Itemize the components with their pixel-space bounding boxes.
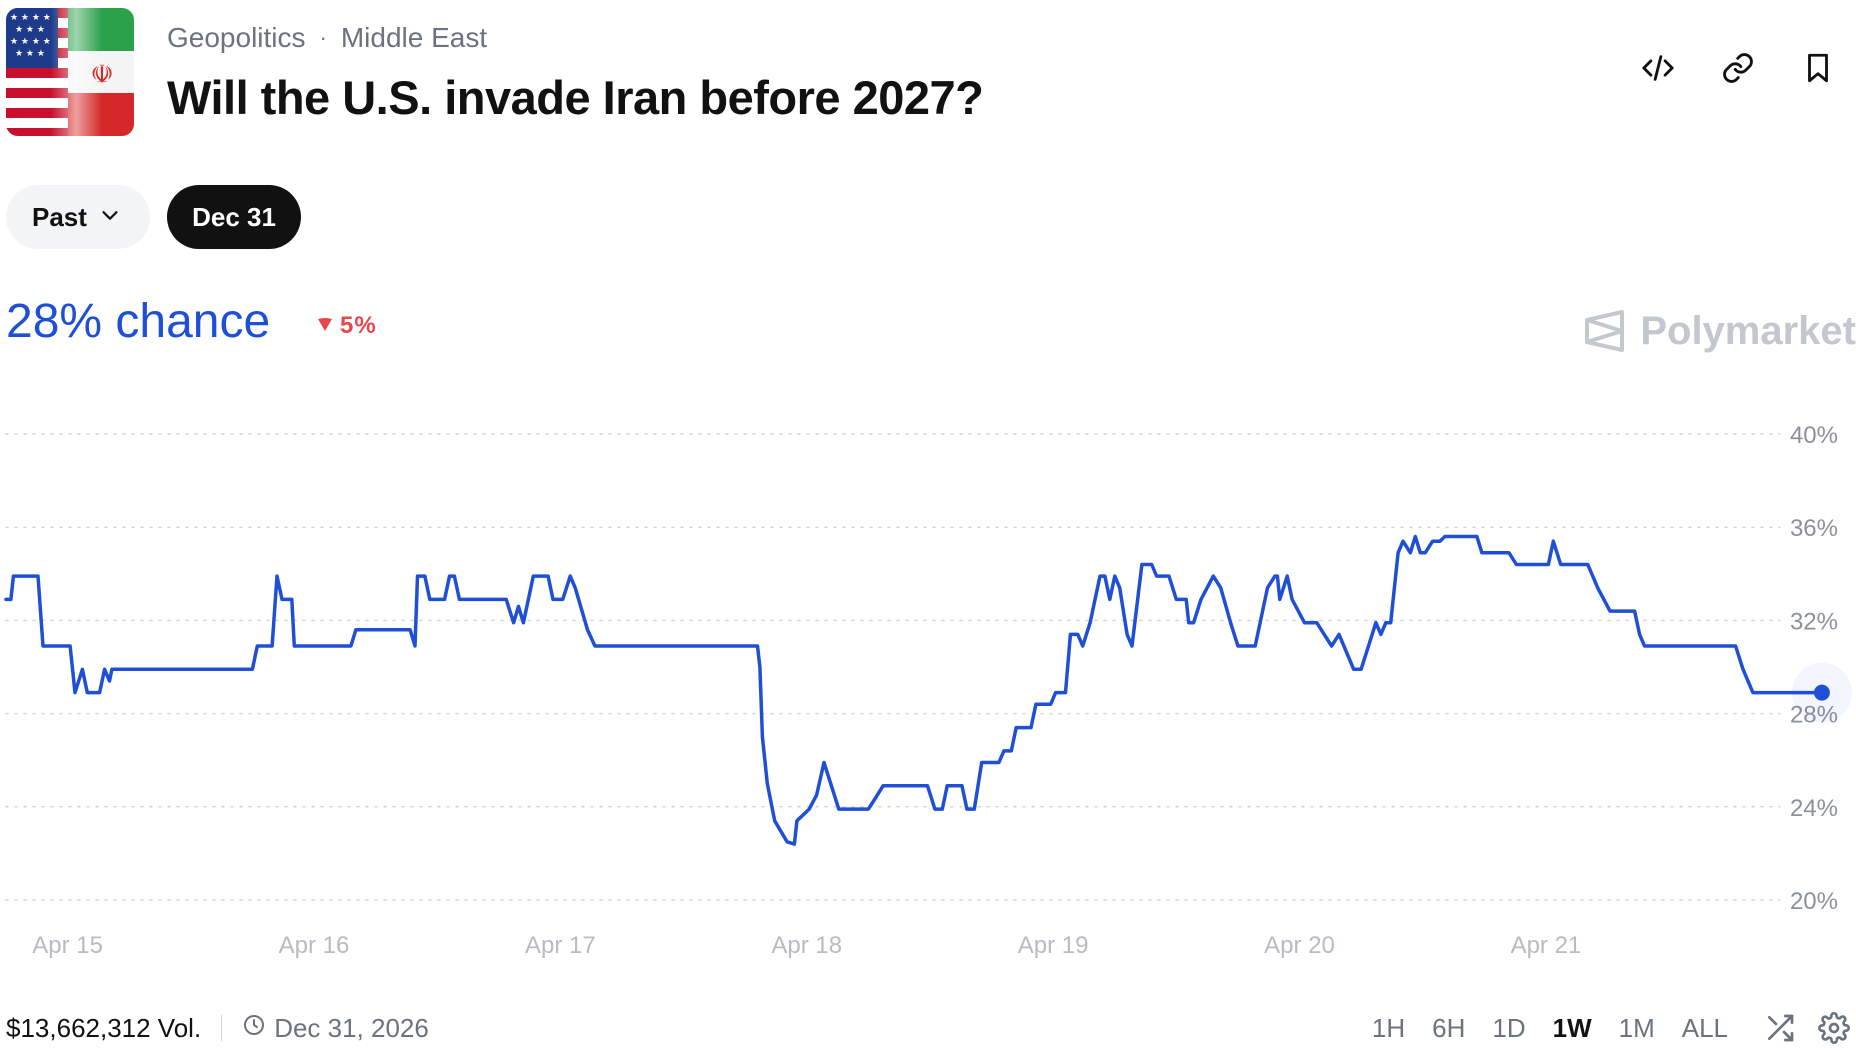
range-1w[interactable]: 1W xyxy=(1552,1012,1592,1043)
x-tick-label: Apr 20 xyxy=(1264,932,1335,959)
page-title: Will the U.S. invade Iran before 2027? xyxy=(167,71,984,124)
y-tick-label: 20% xyxy=(1790,888,1838,915)
end-point xyxy=(1813,684,1830,701)
footer-divider xyxy=(221,1015,223,1041)
category-link[interactable]: Geopolitics xyxy=(167,22,306,53)
down-triangle-icon xyxy=(316,312,334,340)
header-actions xyxy=(1640,50,1836,86)
range-6h[interactable]: 6H xyxy=(1432,1012,1466,1043)
date-tab-label: Dec 31 xyxy=(192,201,276,232)
link-icon[interactable] xyxy=(1720,50,1756,86)
shuffle-icon[interactable] xyxy=(1764,1012,1796,1044)
y-tick-label: 28% xyxy=(1790,702,1838,729)
end-date: Dec 31, 2026 xyxy=(242,1013,429,1044)
embed-code-icon[interactable] xyxy=(1640,50,1676,86)
x-tick-label: Apr 16 xyxy=(279,932,350,959)
range-1h[interactable]: 1H xyxy=(1371,1012,1406,1043)
x-tick-label: Apr 19 xyxy=(1018,932,1089,959)
subcategory-link[interactable]: Middle East xyxy=(340,22,488,53)
brand-name: Polymarket xyxy=(1640,308,1856,353)
breadcrumb: Geopolitics · Middle East xyxy=(167,22,487,54)
clock-icon xyxy=(242,1013,266,1044)
y-tick-label: 24% xyxy=(1790,795,1838,822)
past-dropdown-label: Past xyxy=(32,201,87,232)
change-value: 5% xyxy=(340,312,377,339)
y-tick-label: 32% xyxy=(1790,608,1838,635)
svg-text:☫: ☫ xyxy=(90,60,113,90)
x-tick-label: Apr 17 xyxy=(525,932,596,959)
volume-text: $13,662,312 Vol. xyxy=(6,1012,202,1043)
date-tab-dec-31[interactable]: Dec 31 xyxy=(167,185,301,249)
y-tick-label: 40% xyxy=(1790,422,1838,449)
end-date-text: Dec 31, 2026 xyxy=(274,1012,429,1043)
price-chart[interactable]: 40% 36% 32% 28% 24% 20% Apr 15 Apr 16 Apr 17 Apr … xyxy=(0,400,1856,970)
x-tick-label: Apr 15 xyxy=(32,932,103,959)
footer-bar: $13,662,312 Vol. Dec 31, 2026 1H 6H 1D 1W 1M… xyxy=(6,1006,1850,1050)
chevron-down-icon xyxy=(99,202,121,233)
settings-gear-icon[interactable] xyxy=(1818,1012,1850,1044)
change-indicator: 5% xyxy=(316,312,377,340)
breadcrumb-separator: · xyxy=(319,25,327,50)
range-1d[interactable]: 1D xyxy=(1492,1012,1526,1043)
x-tick-label: Apr 21 xyxy=(1511,932,1582,959)
range-1m[interactable]: 1M xyxy=(1618,1012,1655,1043)
y-tick-label: 36% xyxy=(1790,515,1838,542)
time-range-selector: 1H 6H 1D 1W 1M ALL xyxy=(1372,1013,1728,1044)
us-iran-flag-icon: ★ ★ ★ ★ ★ ★ ★ ★ ★ ★ ★ ★ ★ ★ ☫ xyxy=(6,8,134,136)
x-tick-label: Apr 18 xyxy=(771,932,842,959)
range-all[interactable]: ALL xyxy=(1681,1012,1728,1043)
chance-value: 28% chance xyxy=(6,295,271,348)
series-line xyxy=(4,534,1824,846)
polymarket-logo: Polymarket xyxy=(1582,308,1856,354)
past-dropdown[interactable]: Past xyxy=(6,185,150,249)
bookmark-icon[interactable] xyxy=(1800,50,1836,86)
